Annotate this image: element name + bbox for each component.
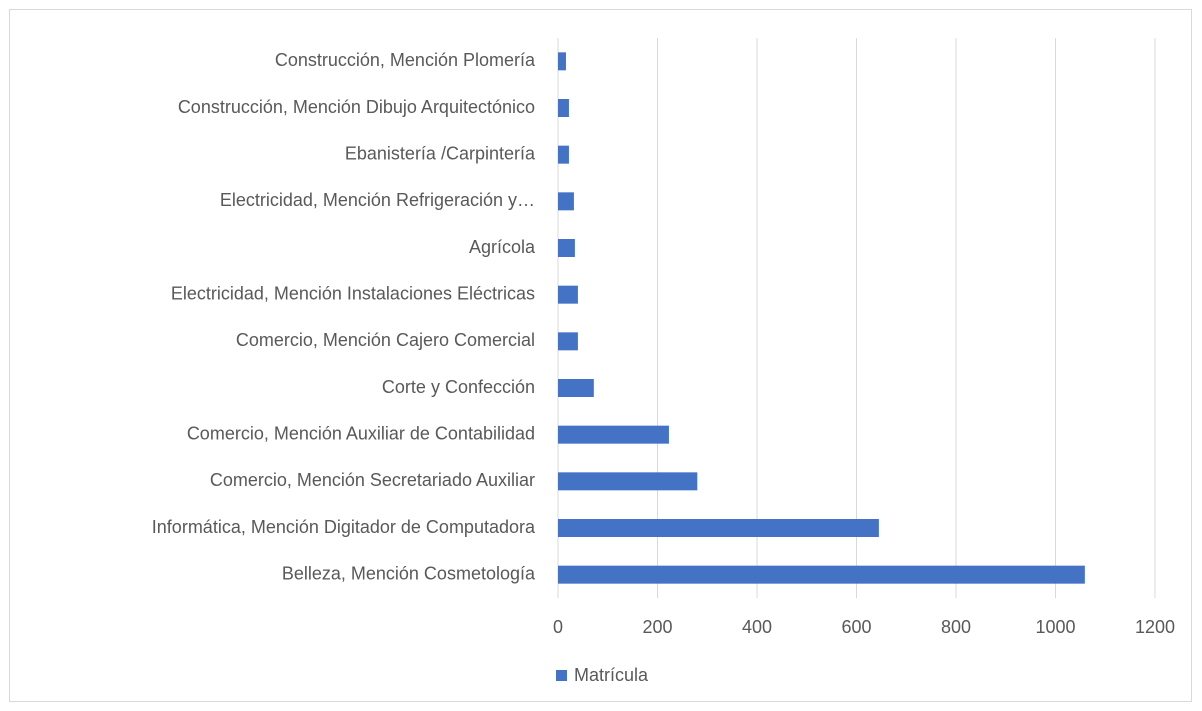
y-tick-label: Comercio, Mención Secretariado Auxiliar (210, 470, 535, 490)
y-tick-label: Construcción, Mención Dibujo Arquitectón… (178, 97, 535, 117)
bar (558, 99, 569, 117)
chart-border (9, 9, 1192, 702)
x-tick-label: 0 (553, 617, 563, 637)
y-tick-label: Electricidad, Mención Instalaciones Eléc… (171, 283, 535, 303)
bar (558, 52, 566, 71)
bar (558, 472, 698, 491)
x-tick-label: 600 (841, 617, 871, 637)
y-tick-label: Comercio, Mención Cajero Comercial (236, 330, 535, 350)
bar (558, 565, 1085, 584)
x-tick-label: 1200 (1135, 617, 1175, 637)
y-tick-label: Ebanistería /Carpintería (345, 143, 536, 163)
bar (558, 239, 575, 257)
x-tick-label: 1000 (1035, 617, 1075, 637)
bar (558, 285, 578, 304)
bar (558, 425, 669, 444)
y-tick-label: Electricidad, Mención Refrigeración y… (220, 190, 535, 210)
y-tick-label: Comercio, Mención Auxiliar de Contabilid… (187, 423, 535, 443)
y-tick-label: Agrícola (469, 237, 536, 257)
legend-swatch (556, 670, 567, 681)
y-tick-label: Belleza, Mención Cosmetología (282, 563, 536, 583)
bar (558, 145, 569, 164)
y-tick-label: Informática, Mención Digitador de Comput… (152, 517, 536, 537)
bar (558, 379, 594, 397)
legend-label: Matrícula (574, 665, 649, 685)
x-tick-label: 800 (941, 617, 971, 637)
y-tick-label: Construcción, Mención Plomería (275, 50, 536, 70)
x-tick-label: 200 (642, 617, 672, 637)
x-tick-label: 400 (742, 617, 772, 637)
bar (558, 332, 578, 351)
bar (558, 519, 879, 537)
bar (558, 192, 574, 211)
y-tick-label: Corte y Confección (382, 377, 535, 397)
